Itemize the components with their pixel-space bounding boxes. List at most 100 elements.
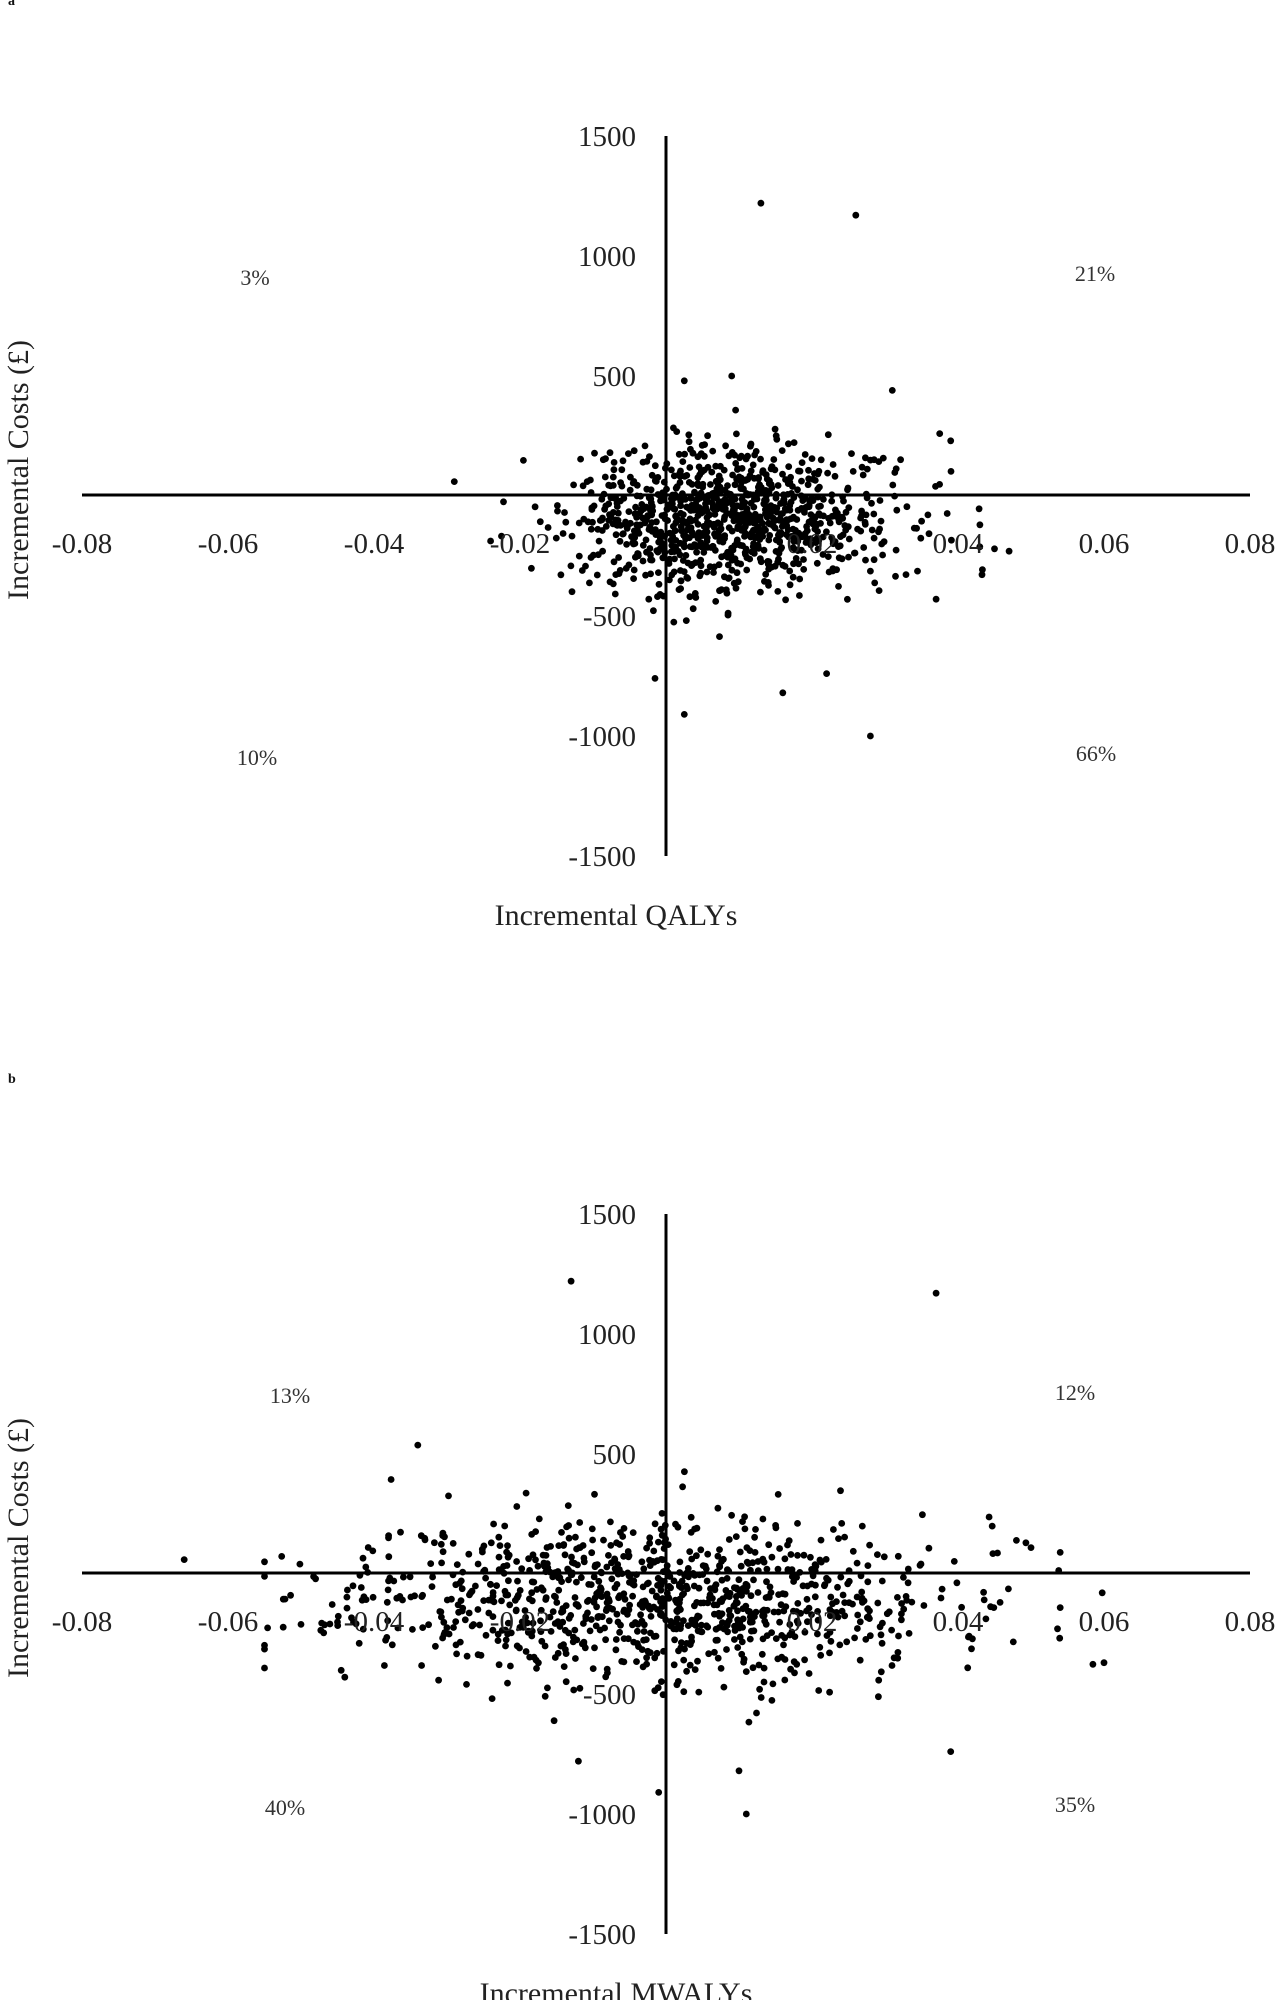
scatter-point [751,1549,759,1556]
scatter-point [511,1597,519,1604]
scatter-point [654,1574,662,1582]
scatter-point [640,1565,648,1573]
scatter-point [586,579,593,587]
scatter-point [950,1558,958,1565]
scatter-point [746,1618,754,1626]
scatter-point [623,524,631,532]
scatter-point [755,474,762,481]
scatter-point [835,554,843,562]
scatter-point [680,1617,687,1625]
scatter-point [776,1618,783,1626]
scatter-point [976,543,984,551]
scatter-point [804,481,812,489]
scatter-point [815,1687,823,1694]
scatter-point [622,564,630,572]
scatter-point [638,1558,646,1566]
scatter-point [495,1533,503,1541]
y-tick-label: -1000 [568,721,636,753]
scatter-point [735,1767,743,1775]
scatter-point [453,1561,461,1568]
scatter-point [715,561,723,569]
scatter-point [823,528,830,536]
scatter-point [828,497,836,505]
scatter-point [715,472,723,480]
scatter-point [594,525,602,533]
scatter-point [780,1607,788,1615]
x-tick-label: 0.06 [1079,1606,1130,1638]
scatter-point [750,550,758,557]
scatter-point [487,1539,495,1547]
scatter-point [689,605,697,613]
scatter-point [614,509,622,517]
scatter-point [736,1633,744,1641]
scatter-point [670,543,678,551]
scatter-point [695,532,703,539]
scatter-point [691,1602,698,1610]
scatter-point [844,486,851,494]
scatter-point [862,511,870,519]
scatter-point [917,534,925,542]
scatter-point [808,1611,815,1618]
scatter-point [794,1600,802,1607]
scatter-point [834,509,841,517]
scatter-point [418,1662,425,1669]
scatter-point [936,430,944,437]
scatter-point [741,512,749,520]
scatter-point [1022,1539,1030,1547]
scatter-point [770,456,778,463]
scatter-point [732,1533,740,1540]
scatter-point [678,1639,685,1646]
scatter-point [676,470,683,477]
scatter-point [714,1552,722,1560]
scatter-point [673,1618,680,1626]
scatter-point [686,464,694,471]
scatter-point [811,1593,819,1601]
scatter-point [943,510,951,517]
scatter-point [400,1573,407,1581]
scatter-point [968,1645,975,1653]
scatter-point [767,511,774,519]
scatter-point [703,1622,710,1630]
x-axis-title: Incremental QALYs [495,899,738,932]
scatter-point [702,1565,710,1573]
scatter-point [724,1619,731,1627]
scatter-point [694,480,702,488]
scatter-point [618,1658,626,1665]
scatter-point [723,1646,730,1653]
scatter-point [537,1628,545,1635]
scatter-point [858,1595,866,1603]
scatter-point [504,1542,511,1550]
scatter-point [716,533,724,541]
scatter-point [595,1613,603,1620]
scatter-point [603,1605,611,1613]
scatter-point [438,1559,445,1567]
scatter-point [646,545,654,552]
scatter-point [317,1626,325,1634]
scatter-point [640,505,648,512]
scatter-point [682,617,690,624]
scatter-point [537,1617,544,1625]
scatter-point [516,1624,524,1631]
scatter-point [595,1577,603,1585]
scatter-point [703,514,711,521]
scatter-point [627,473,634,481]
scatter-point [616,1628,623,1636]
scatter-point [754,1589,762,1596]
quadrant-label-se: 66% [1076,741,1116,766]
scatter-point [870,456,878,464]
scatter-point [792,555,800,562]
x-tick-label: -0.04 [344,1606,405,1638]
scatter-point [947,1748,955,1755]
scatter-point [544,1684,551,1692]
scatter-point [704,463,712,471]
scatter-point [858,1522,866,1530]
scatter-point [573,1578,580,1586]
scatter-point [774,482,782,489]
scatter-point [975,505,983,513]
scatter-point [502,1636,510,1644]
scatter-point [487,1580,494,1588]
scatter-point [683,1582,690,1590]
scatter-point [494,1637,502,1644]
scatter-point [713,1601,721,1609]
scatter-point [779,689,787,697]
